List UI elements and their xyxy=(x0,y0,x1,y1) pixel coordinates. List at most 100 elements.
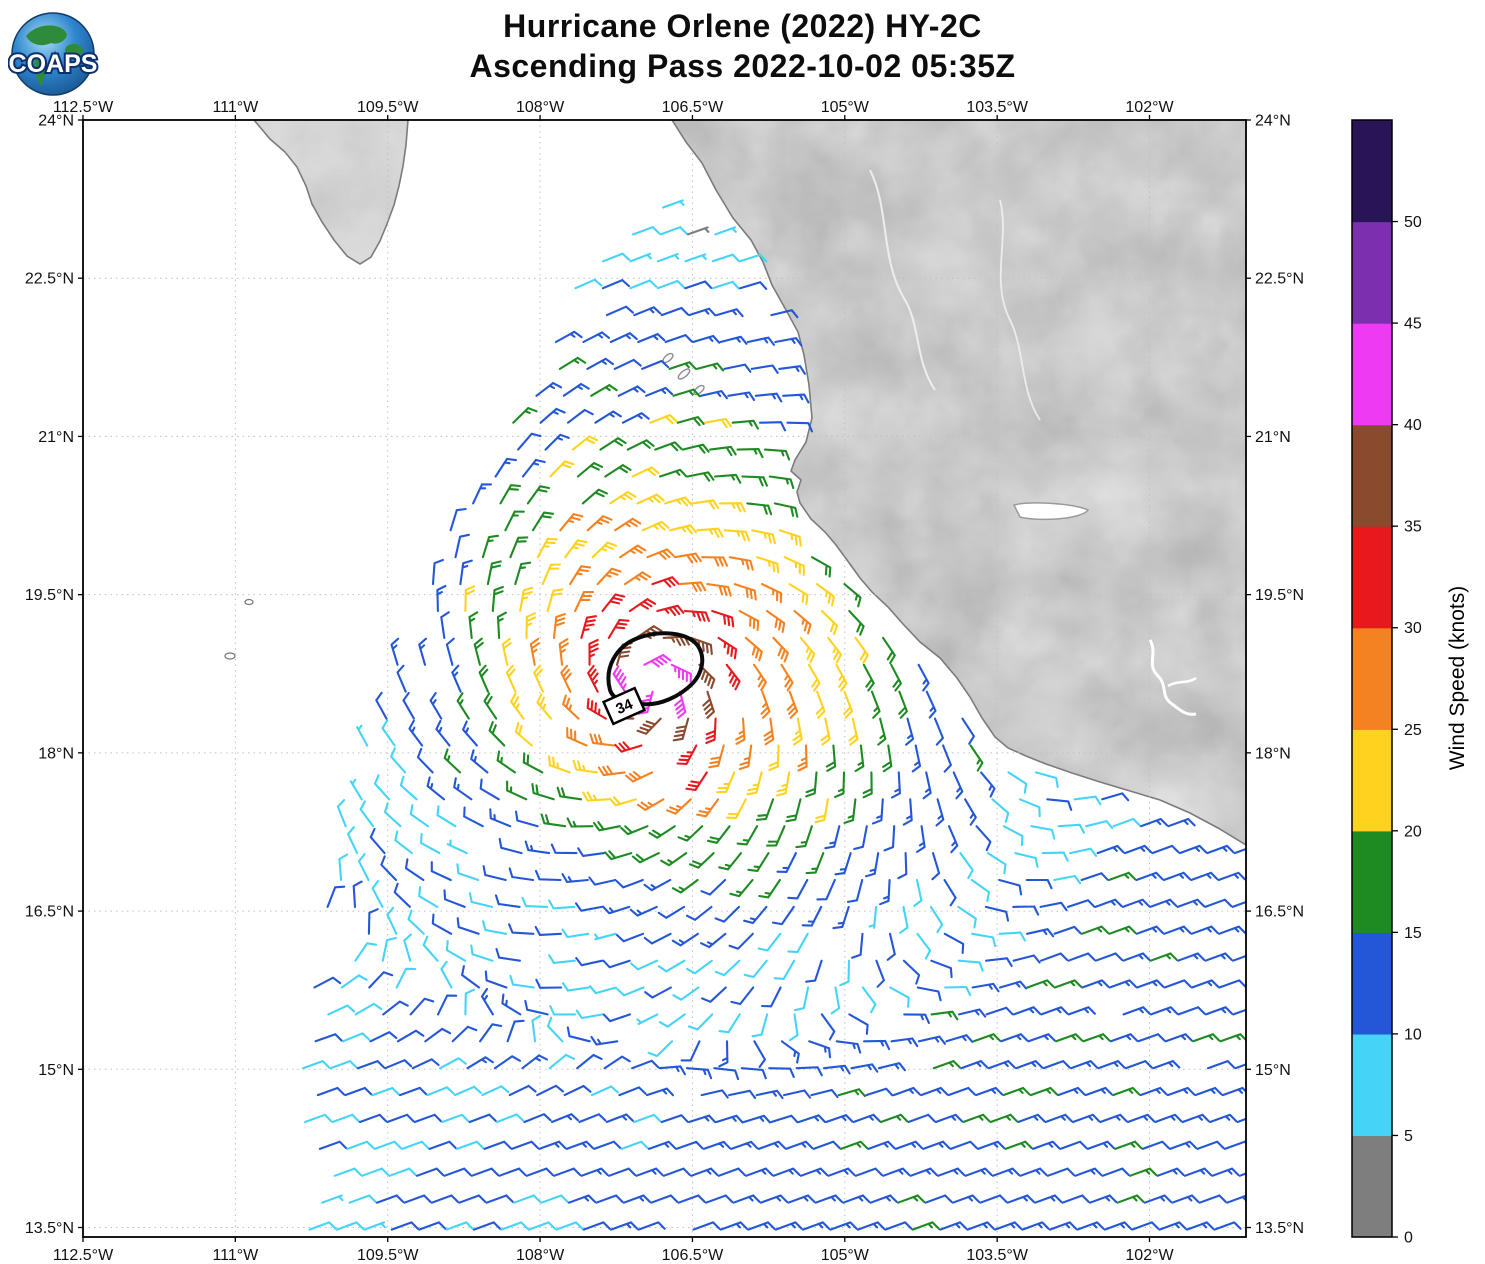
wind-barb xyxy=(643,878,672,892)
wind-barb xyxy=(566,408,594,424)
wind-barb xyxy=(788,583,809,606)
wind-barb xyxy=(620,1140,649,1150)
wind-barb xyxy=(541,563,562,586)
wind-barb xyxy=(308,1221,337,1231)
wind-barb xyxy=(662,1167,691,1177)
wind-barb xyxy=(799,636,816,664)
wind-barb xyxy=(962,1113,991,1124)
wind-barb xyxy=(318,1140,348,1150)
wind-barb xyxy=(920,1086,949,1097)
wind-barb xyxy=(407,909,425,935)
wind-barb xyxy=(1067,952,1096,962)
wind-barb xyxy=(664,496,693,507)
wind-barb xyxy=(592,821,621,832)
wind-barb xyxy=(715,308,744,318)
wind-barb xyxy=(601,279,631,290)
wind-barb xyxy=(1233,847,1246,855)
wind-barb xyxy=(602,959,631,969)
wind-barb xyxy=(834,771,846,799)
wind-barb xyxy=(635,625,663,640)
wind-barb xyxy=(1149,1006,1179,1016)
wind-barb xyxy=(675,1140,704,1150)
wind-barb xyxy=(736,825,759,846)
wind-barb xyxy=(916,986,942,1002)
wind-barb xyxy=(466,1056,494,1070)
wind-barb xyxy=(523,1113,552,1124)
wind-barb xyxy=(659,468,688,478)
wind-barb xyxy=(1019,1167,1048,1177)
wind-barb xyxy=(958,1008,987,1018)
wind-barb xyxy=(959,852,974,880)
wind-barb xyxy=(480,987,494,1016)
wind-barb xyxy=(961,717,975,745)
wind-barb xyxy=(1122,952,1151,962)
wind-barb xyxy=(676,744,698,766)
wind-barb xyxy=(580,1167,609,1177)
wind-barb xyxy=(630,959,659,971)
wind-barb xyxy=(1126,1113,1156,1124)
colorbar-tick-label: 45 xyxy=(1404,316,1422,333)
wind-barb xyxy=(614,517,642,532)
wind-barb xyxy=(535,382,563,397)
wind-barb xyxy=(984,905,1010,922)
wind-barb xyxy=(613,358,642,370)
colorbar-segment xyxy=(1352,932,1392,1035)
wind-barb xyxy=(907,1113,936,1124)
wind-barb xyxy=(877,1062,906,1072)
wind-barb xyxy=(807,663,821,692)
wind-barb xyxy=(605,1113,634,1124)
wind-barb xyxy=(1156,1167,1185,1177)
wind-barb xyxy=(1097,1060,1126,1070)
wind-barb xyxy=(594,932,617,941)
wind-barb xyxy=(801,905,823,927)
wind-barb xyxy=(916,932,932,960)
wind-barb xyxy=(985,957,1013,968)
wind-barb xyxy=(686,959,713,975)
wind-barb xyxy=(589,733,616,747)
wind-barb xyxy=(632,226,661,236)
wind-barb xyxy=(787,878,809,900)
wind-barb xyxy=(964,798,977,826)
wind-barb xyxy=(468,892,494,908)
wind-barb xyxy=(799,1167,829,1177)
wind-barb xyxy=(416,747,434,774)
wind-barb xyxy=(842,1194,871,1204)
wind-barb xyxy=(521,1054,549,1070)
wind-barb xyxy=(513,1194,542,1204)
wind-barb xyxy=(357,853,370,882)
wind-barb xyxy=(774,337,803,347)
wind-barb xyxy=(1177,1006,1206,1016)
x-tick-label-top: 103.5°W xyxy=(966,99,1028,116)
wind-barb xyxy=(765,609,786,634)
colorbar-tick-label: 30 xyxy=(1404,620,1422,637)
wind-barb xyxy=(478,664,490,693)
wind-barb xyxy=(567,1194,597,1204)
wind-barb xyxy=(488,721,506,747)
wind-barb xyxy=(443,748,462,774)
river-valley xyxy=(869,169,936,391)
wind-barb xyxy=(329,1060,358,1070)
wind-barb xyxy=(527,1221,557,1231)
wind-barb xyxy=(367,908,379,935)
wind-barb xyxy=(535,978,563,989)
wind-barb xyxy=(607,1167,637,1177)
wind-barb xyxy=(952,771,964,800)
wind-barb xyxy=(768,744,780,772)
wind-barb xyxy=(1221,1086,1246,1097)
wind-barb xyxy=(805,852,825,875)
wind-barb xyxy=(313,976,342,989)
wind-barb xyxy=(631,1059,660,1070)
wind-barb xyxy=(802,1221,831,1231)
wind-barb xyxy=(590,384,618,397)
wind-barb xyxy=(1162,871,1192,882)
wind-barb xyxy=(356,724,369,747)
colorbar-tick-label: 35 xyxy=(1404,519,1422,536)
y-tick-label-left: 16.5°N xyxy=(25,904,74,921)
wind-barb xyxy=(610,1221,639,1231)
wind-barb xyxy=(1101,1167,1130,1177)
wind-barb xyxy=(754,392,783,403)
wind-barb xyxy=(464,988,476,1016)
wind-barb xyxy=(459,559,473,586)
wind-barb xyxy=(1055,1033,1084,1043)
y-tick-label-right: 18°N xyxy=(1255,745,1291,762)
